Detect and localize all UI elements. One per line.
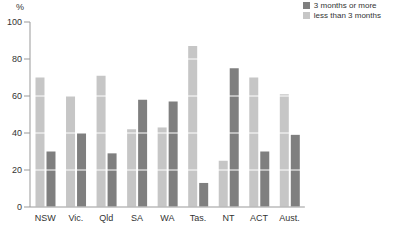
svg-text:0: 0 (17, 202, 22, 212)
svg-text:Vic.: Vic. (68, 213, 83, 223)
svg-text:80: 80 (12, 54, 22, 64)
svg-text:NT: NT (222, 213, 234, 223)
svg-text:ACT: ACT (250, 213, 269, 223)
html-text:less than 3 months: less than 3 months (313, 11, 381, 20)
svg-text:WA: WA (160, 213, 174, 223)
svg-text:Qld: Qld (99, 213, 113, 223)
svg-text:20: 20 (12, 165, 22, 175)
svg-text:Tas.: Tas. (190, 213, 207, 223)
html-text:3 months or more: 3 months or more (313, 1, 377, 10)
svg-text:40: 40 (12, 128, 22, 138)
svg-text:NSW: NSW (35, 213, 57, 223)
svg-text:SA: SA (131, 213, 143, 223)
svg-text:Aust.: Aust. (279, 213, 300, 223)
svg-text:100: 100 (8, 17, 22, 27)
svg-text:60: 60 (12, 91, 22, 101)
